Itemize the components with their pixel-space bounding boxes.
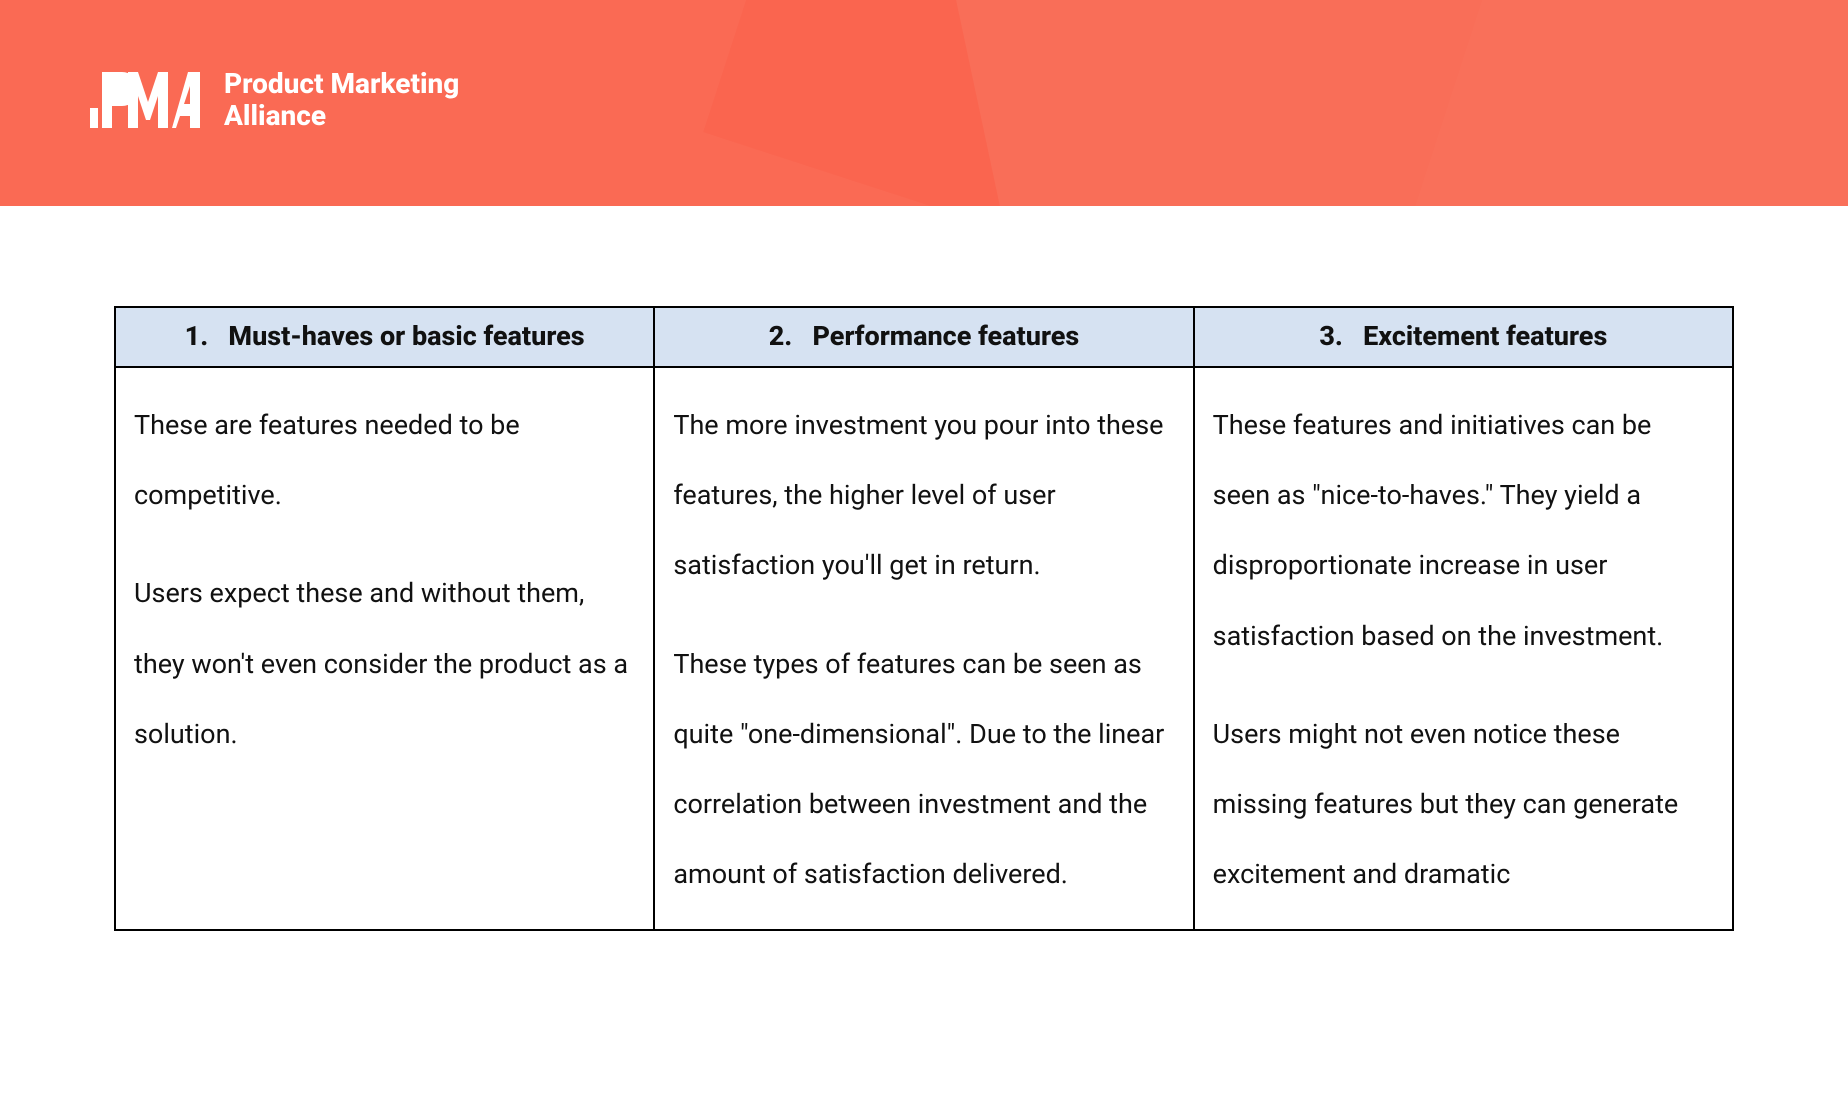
- banner-decor-shape: [956, 0, 1848, 206]
- cell-paragraph: These are features needed to be competit…: [134, 390, 635, 530]
- cell-paragraph: The more investment you pour into these …: [673, 390, 1174, 601]
- col-header-excitement: 3. Excitement features: [1194, 307, 1733, 367]
- content-area: 1. Must-haves or basic features 2. Perfo…: [0, 206, 1848, 931]
- features-table: 1. Must-haves or basic features 2. Perfo…: [114, 306, 1734, 931]
- pma-logo-icon: [90, 72, 200, 128]
- cell-paragraph: These types of features can be seen as q…: [673, 629, 1174, 910]
- cell-paragraph: Users might not even notice these missin…: [1213, 699, 1714, 910]
- cell-must-haves: These are features needed to be competit…: [115, 367, 654, 930]
- brand-block: Product Marketing Alliance: [90, 68, 459, 132]
- cell-paragraph: Users expect these and without them, the…: [134, 558, 635, 769]
- header-banner: Product Marketing Alliance: [0, 0, 1848, 206]
- cell-excitement: These features and initiatives can be se…: [1194, 367, 1733, 930]
- col-header-must-haves: 1. Must-haves or basic features: [115, 307, 654, 367]
- brand-line-1: Product Marketing: [224, 68, 459, 100]
- brand-line-2: Alliance: [224, 100, 459, 132]
- cell-performance: The more investment you pour into these …: [654, 367, 1193, 930]
- col-header-performance: 2. Performance features: [654, 307, 1193, 367]
- table-row: These are features needed to be competit…: [115, 367, 1733, 930]
- cell-paragraph: These features and initiatives can be se…: [1213, 390, 1714, 671]
- brand-name: Product Marketing Alliance: [224, 68, 459, 132]
- table-header-row: 1. Must-haves or basic features 2. Perfo…: [115, 307, 1733, 367]
